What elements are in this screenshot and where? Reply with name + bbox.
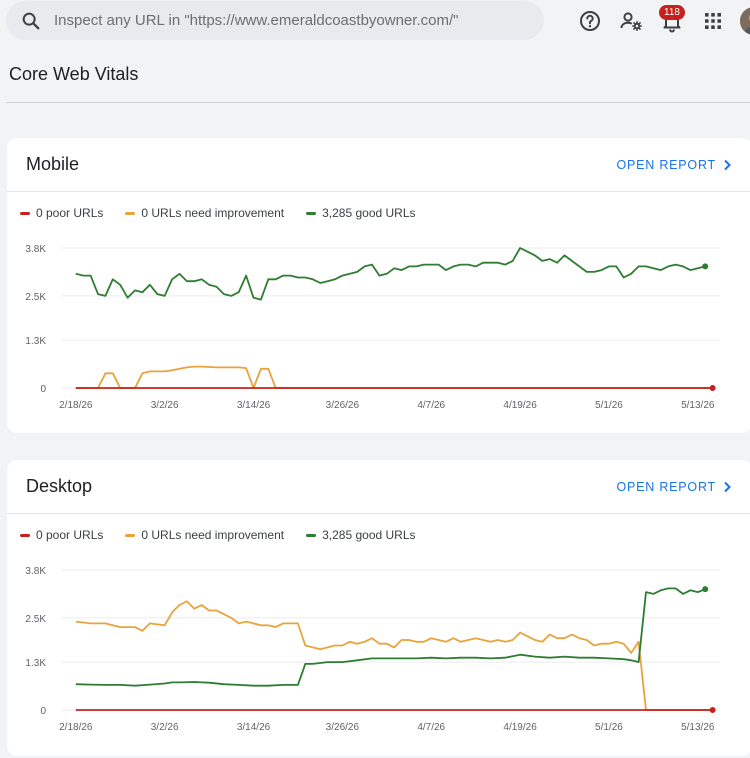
y-tick-label: 0 <box>40 706 46 717</box>
series-end-point <box>702 586 709 593</box>
legend-item-needs-improvement[interactable]: 0 URLs need improvement <box>125 528 284 542</box>
x-tick-label: 2/18/26 <box>59 722 93 733</box>
legend-swatch-needs-improvement <box>125 533 136 537</box>
x-tick-label: 2/18/26 <box>59 400 93 411</box>
card-divider <box>7 191 750 192</box>
x-tick-label: 5/1/26 <box>595 400 623 411</box>
x-tick-label: 5/13/26 <box>681 400 715 411</box>
top-bar: 118 <box>0 0 750 42</box>
chevron-right-icon <box>724 481 731 493</box>
desktop-card: Desktop OPEN REPORT 0 poor URLs 0 URLs n… <box>7 460 750 756</box>
search-input[interactable] <box>54 5 524 36</box>
y-tick-label: 2.5K <box>25 292 46 303</box>
page-title: Core Web Vitals <box>9 64 139 84</box>
series-end-point <box>702 263 709 270</box>
y-tick-label: 1.3K <box>25 336 46 347</box>
legend-label-poor: 0 poor URLs <box>36 206 104 220</box>
card-title-mobile: Mobile <box>26 154 80 174</box>
search-icon[interactable] <box>20 10 42 32</box>
x-tick-label: 4/19/26 <box>503 722 537 733</box>
x-tick-label: 3/2/26 <box>151 722 179 733</box>
legend-swatch-poor <box>20 533 30 537</box>
manage-users-icon[interactable] <box>619 9 643 33</box>
notification-count-badge: 118 <box>659 5 685 20</box>
chevron-right-icon <box>724 159 731 171</box>
legend-item-good[interactable]: 3,285 good URLs <box>306 206 416 220</box>
x-tick-label: 3/14/26 <box>237 722 271 733</box>
y-tick-label: 1.3K <box>25 658 46 669</box>
legend-label-needs-improvement: 0 URLs need improvement <box>141 528 285 542</box>
series-line <box>75 247 706 301</box>
header-divider <box>6 102 750 103</box>
y-tick-label: 3.8K <box>25 244 46 255</box>
series-end-point <box>709 385 716 391</box>
url-inspection-search[interactable] <box>6 1 544 40</box>
mobile-chart: 3.8K 2.5K 1.3K 0 2/18/26 3/2/26 3/14/26 3/26/26… <box>25 244 720 411</box>
legend-item-poor[interactable]: 0 poor URLs <box>20 206 103 220</box>
legend-swatch-good <box>306 211 317 215</box>
series-end-point <box>709 707 716 713</box>
x-tick-label: 5/1/26 <box>595 722 623 733</box>
card-divider <box>7 513 750 514</box>
x-tick-label: 4/7/26 <box>417 722 445 733</box>
legend-item-poor[interactable]: 0 poor URLs <box>20 528 103 542</box>
y-tick-label: 2.5K <box>25 614 46 625</box>
legend-swatch-good <box>306 533 317 537</box>
x-tick-label: 3/26/26 <box>326 400 360 411</box>
x-tick-label: 3/14/26 <box>237 400 271 411</box>
chart-legend-mobile: 0 poor URLs 0 URLs need improvement 3,28… <box>20 206 438 220</box>
x-tick-label: 5/13/26 <box>681 722 715 733</box>
x-tick-label: 4/7/26 <box>417 400 445 411</box>
legend-label-good: 3,285 good URLs <box>322 206 416 220</box>
card-title-desktop: Desktop <box>26 476 93 496</box>
legend-swatch-needs-improvement <box>125 211 136 215</box>
apps-grid-icon[interactable] <box>701 9 725 33</box>
help-icon[interactable] <box>578 9 602 33</box>
legend-item-needs-improvement[interactable]: 0 URLs need improvement <box>125 206 284 220</box>
open-report-button-mobile[interactable]: OPEN REPORT <box>616 158 732 172</box>
x-tick-label: 3/26/26 <box>326 722 360 733</box>
account-photo-icon <box>740 7 750 35</box>
desktop-chart: 3.8K 2.5K 1.3K 0 2/18/26 3/2/26 3/14/26 3/26/26… <box>25 566 720 733</box>
legend-label-good: 3,285 good URLs <box>322 528 416 542</box>
legend-label-needs-improvement: 0 URLs need improvement <box>141 206 285 220</box>
x-tick-label: 4/19/26 <box>503 400 537 411</box>
open-report-label: OPEN REPORT <box>616 480 716 494</box>
x-tick-label: 3/2/26 <box>151 400 179 411</box>
y-tick-label: 0 <box>40 384 46 395</box>
legend-swatch-poor <box>20 211 30 215</box>
chart-legend-desktop: 0 poor URLs 0 URLs need improvement 3,28… <box>20 528 438 542</box>
legend-label-poor: 0 poor URLs <box>36 528 104 542</box>
y-tick-label: 3.8K <box>25 566 46 577</box>
open-report-button-desktop[interactable]: OPEN REPORT <box>616 480 732 494</box>
legend-item-good[interactable]: 3,285 good URLs <box>306 528 416 542</box>
series-line <box>75 365 713 389</box>
series-line <box>75 587 706 687</box>
open-report-label: OPEN REPORT <box>616 158 716 172</box>
avatar[interactable] <box>740 7 750 35</box>
mobile-card: Mobile OPEN REPORT 0 poor URLs 0 URLs ne… <box>7 138 750 433</box>
series-line <box>75 600 713 711</box>
